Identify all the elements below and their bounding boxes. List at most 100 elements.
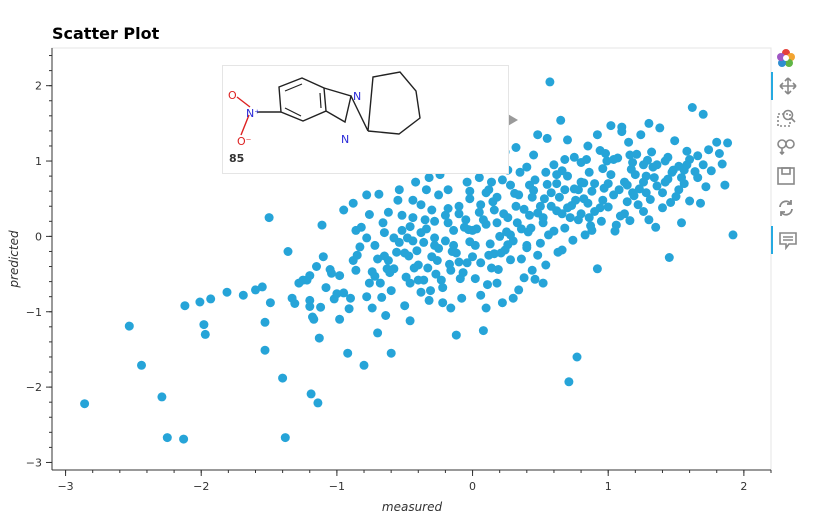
data-point[interactable] (351, 225, 361, 235)
data-point[interactable] (655, 123, 665, 133)
data-point[interactable] (260, 317, 270, 327)
data-point[interactable] (426, 286, 435, 296)
data-point[interactable] (576, 209, 586, 219)
data-point[interactable] (682, 146, 692, 156)
data-point[interactable] (412, 246, 422, 256)
data-point[interactable] (343, 348, 353, 358)
data-point[interactable] (596, 216, 606, 226)
data-point[interactable] (522, 162, 532, 172)
data-point[interactable] (696, 198, 705, 208)
data-point[interactable] (432, 256, 442, 265)
hover-tool-icon[interactable] (771, 226, 803, 254)
data-point[interactable] (706, 166, 716, 176)
data-point[interactable] (373, 254, 383, 264)
data-point[interactable] (364, 210, 374, 219)
data-point[interactable] (378, 218, 388, 228)
data-point[interactable] (625, 216, 635, 226)
data-point[interactable] (481, 303, 491, 313)
data-point[interactable] (552, 179, 562, 189)
data-point[interactable] (339, 288, 349, 298)
data-point[interactable] (481, 188, 491, 198)
data-point[interactable] (606, 170, 616, 180)
data-point[interactable] (701, 182, 711, 192)
data-point[interactable] (624, 137, 634, 147)
data-point[interactable] (492, 218, 502, 228)
data-point[interactable] (416, 287, 426, 297)
data-point[interactable] (222, 287, 232, 297)
data-point[interactable] (327, 268, 336, 278)
data-point[interactable] (461, 215, 471, 225)
data-point[interactable] (557, 245, 567, 255)
data-point[interactable] (476, 258, 486, 268)
data-point[interactable] (603, 202, 613, 212)
data-point[interactable] (294, 278, 304, 288)
data-point[interactable] (200, 329, 210, 339)
data-point[interactable] (506, 230, 515, 240)
data-point[interactable] (580, 230, 590, 240)
data-point[interactable] (383, 207, 393, 217)
data-point[interactable] (400, 301, 410, 311)
data-point[interactable] (641, 188, 651, 198)
data-point[interactable] (283, 247, 293, 256)
data-point[interactable] (601, 149, 610, 158)
data-point[interactable] (206, 294, 216, 304)
data-point[interactable] (664, 253, 674, 262)
data-point[interactable] (563, 171, 572, 181)
data-point[interactable] (529, 150, 539, 160)
data-point[interactable] (446, 303, 456, 313)
data-point[interactable] (557, 209, 567, 219)
data-point[interactable] (238, 290, 248, 300)
data-point[interactable] (677, 218, 686, 228)
data-point[interactable] (335, 314, 345, 324)
data-point[interactable] (568, 235, 578, 245)
data-point[interactable] (620, 209, 629, 219)
data-point[interactable] (443, 218, 453, 228)
data-point[interactable] (251, 285, 260, 295)
data-point[interactable] (162, 433, 172, 443)
data-point[interactable] (290, 299, 300, 308)
data-point[interactable] (546, 188, 556, 198)
data-point[interactable] (519, 204, 529, 214)
data-point[interactable] (565, 213, 575, 223)
data-point[interactable] (379, 228, 389, 238)
data-point[interactable] (451, 248, 461, 258)
data-point[interactable] (573, 185, 583, 195)
data-point[interactable] (370, 271, 380, 281)
data-point[interactable] (625, 150, 635, 160)
data-point[interactable] (408, 195, 418, 205)
data-point[interactable] (468, 252, 477, 262)
data-point[interactable] (525, 180, 534, 190)
data-point[interactable] (195, 297, 205, 307)
data-point[interactable] (649, 173, 659, 183)
data-point[interactable] (714, 149, 724, 158)
data-point[interactable] (508, 293, 518, 303)
data-point[interactable] (693, 151, 703, 161)
data-point[interactable] (564, 377, 574, 387)
data-point[interactable] (367, 303, 377, 313)
data-point[interactable] (454, 201, 464, 211)
data-point[interactable] (495, 231, 505, 241)
data-point[interactable] (465, 186, 475, 196)
data-point[interactable] (383, 256, 393, 265)
data-point[interactable] (332, 289, 342, 299)
data-point[interactable] (677, 173, 686, 183)
data-point[interactable] (598, 164, 608, 174)
data-point[interactable] (389, 264, 399, 274)
data-point[interactable] (355, 242, 365, 252)
data-point[interactable] (487, 177, 496, 187)
data-point[interactable] (454, 209, 464, 219)
data-point[interactable] (317, 220, 327, 230)
data-point[interactable] (318, 252, 328, 262)
data-point[interactable] (483, 280, 492, 290)
data-point[interactable] (511, 201, 521, 211)
data-point[interactable] (606, 121, 616, 131)
data-point[interactable] (583, 141, 593, 151)
data-point[interactable] (535, 238, 545, 248)
data-point[interactable] (579, 194, 589, 204)
data-point[interactable] (424, 173, 434, 183)
data-point[interactable] (137, 360, 146, 370)
data-point[interactable] (582, 155, 591, 164)
data-point[interactable] (375, 278, 385, 288)
data-point[interactable] (446, 265, 456, 275)
data-point[interactable] (457, 293, 467, 303)
